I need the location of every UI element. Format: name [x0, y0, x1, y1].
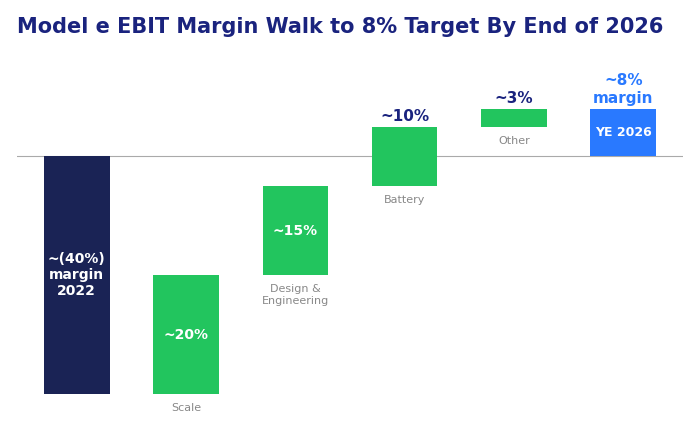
Text: ~3%: ~3% [495, 91, 533, 106]
Text: Model e EBIT Margin Walk to 8% Target By End of 2026: Model e EBIT Margin Walk to 8% Target By… [17, 17, 663, 37]
Bar [481, 109, 547, 126]
Text: ~8%
margin: ~8% margin [593, 74, 654, 106]
Bar [372, 126, 438, 186]
Text: ~10%: ~10% [380, 109, 429, 124]
Bar [44, 157, 110, 394]
Text: ~(40%)
margin
2022: ~(40%) margin 2022 [48, 252, 106, 298]
Text: Design &
Engineering: Design & Engineering [262, 284, 329, 306]
Text: YE 2026: YE 2026 [595, 126, 652, 139]
Text: ~15%: ~15% [273, 224, 318, 238]
Bar [590, 109, 656, 157]
Text: ~20%: ~20% [164, 328, 209, 342]
Bar [153, 275, 219, 394]
Text: Other: Other [498, 135, 530, 145]
Text: Scale: Scale [171, 403, 201, 413]
Text: Battery: Battery [384, 195, 426, 205]
Bar [262, 186, 328, 275]
